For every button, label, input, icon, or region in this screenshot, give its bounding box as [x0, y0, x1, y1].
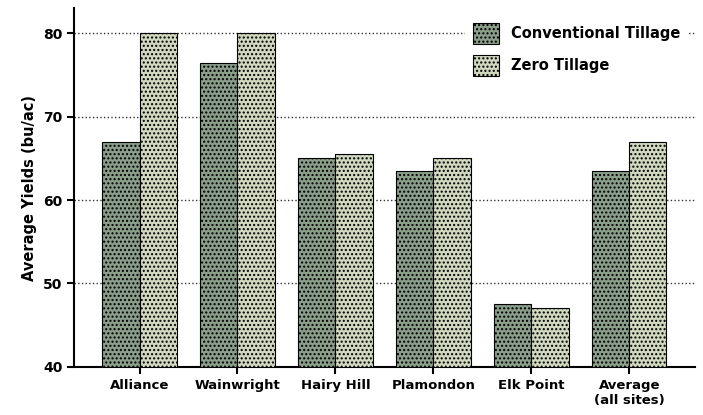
- Bar: [103, 142, 140, 415]
- Bar: [396, 171, 433, 415]
- Bar: [140, 33, 176, 415]
- Bar: [238, 33, 275, 415]
- Bar: [335, 154, 373, 415]
- Bar: [433, 159, 470, 415]
- Bar: [592, 171, 629, 415]
- Bar: [200, 63, 238, 415]
- Y-axis label: Average Yields (bu/ac): Average Yields (bu/ac): [22, 95, 37, 281]
- Bar: [298, 159, 335, 415]
- Bar: [494, 304, 531, 415]
- Bar: [531, 308, 569, 415]
- Bar: [629, 142, 666, 415]
- Legend: Conventional Tillage, Zero Tillage: Conventional Tillage, Zero Tillage: [465, 16, 688, 83]
